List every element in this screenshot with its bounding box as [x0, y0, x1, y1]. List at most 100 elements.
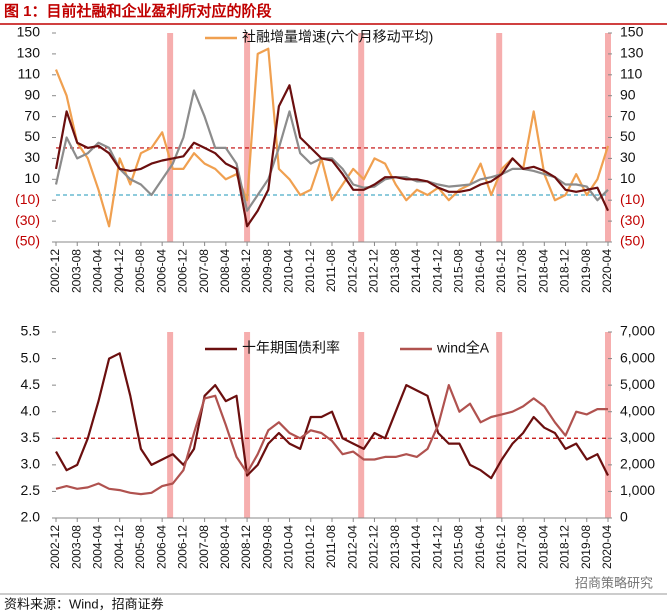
x-tick-label: 2008-04 [218, 525, 232, 569]
x-tick-label: 2015-08 [452, 525, 466, 569]
x-tick-label: 2006-12 [176, 249, 190, 293]
figure-title: 图 1：目前社融和企业盈利所对应的阶段 [4, 2, 272, 20]
legend-label: 十年期国债利率 [242, 340, 340, 356]
legend-label: wind全A [436, 340, 490, 356]
y-tick-label: 4.0 [21, 402, 41, 418]
x-tick-label: 2003-08 [69, 249, 83, 293]
shaded-period [358, 332, 365, 518]
x-tick-label: 2006-12 [176, 525, 190, 569]
y-tick-label: 70 [24, 107, 40, 123]
y2-tick-label: 150 [620, 24, 644, 40]
x-tick-label: 2008-04 [218, 249, 232, 293]
x-tick-label: 2011-08 [324, 525, 338, 568]
x-tick-label: 2009-08 [260, 525, 274, 569]
x-tick-label: 2018-04 [536, 525, 550, 569]
x-tick-label: 2020-04 [600, 525, 614, 569]
x-tick-label: 2011-08 [324, 249, 338, 292]
x-tick-label: 2007-08 [197, 249, 211, 293]
x-tick-label: 2018-12 [558, 525, 572, 569]
legend-label: 社融增量增速(六个月移动平均) [242, 29, 433, 45]
y-tick-label: 50 [24, 128, 40, 144]
y-tick-label: 110 [18, 66, 41, 82]
y-tick-label: 3.0 [21, 456, 41, 472]
x-tick-label: 2013-08 [388, 249, 402, 293]
y-tick-label: (50) [15, 233, 40, 249]
shaded-period [244, 33, 251, 242]
x-tick-label: 2014-12 [430, 249, 444, 293]
y2-tick-label: 90 [620, 86, 636, 102]
y-tick-label: 130 [17, 45, 41, 61]
x-tick-label: 2012-04 [345, 525, 359, 569]
x-tick-label: 2012-04 [345, 249, 359, 293]
y-tick-label: (30) [15, 212, 40, 228]
y2-tick-label: 50 [620, 128, 636, 144]
y-tick-label: 5.0 [21, 349, 41, 365]
y-tick-label: 3.5 [21, 429, 41, 445]
x-tick-label: 2006-04 [154, 249, 168, 293]
x-tick-label: 2006-04 [154, 525, 168, 569]
x-tick-label: 2008-12 [239, 249, 253, 293]
x-tick-label: 2020-04 [600, 249, 614, 293]
x-tick-label: 2009-08 [260, 249, 274, 293]
x-tick-label: 2019-08 [579, 249, 593, 293]
x-tick-label: 2004-12 [112, 525, 126, 569]
x-tick-label: 2010-12 [303, 525, 317, 569]
x-tick-label: 2010-12 [303, 249, 317, 293]
shaded-period [496, 332, 503, 518]
y-tick-label: 10 [24, 170, 40, 186]
x-tick-label: 2003-08 [69, 525, 83, 569]
x-tick-label: 2014-04 [409, 249, 423, 293]
x-tick-label: 2014-04 [409, 525, 423, 569]
y-tick-label: 30 [24, 149, 40, 165]
x-tick-label: 2014-12 [430, 525, 444, 569]
x-tick-label: 2008-12 [239, 525, 253, 569]
x-tick-label: 2004-04 [91, 249, 105, 293]
x-tick-label: 2016-12 [494, 525, 508, 569]
y2-tick-label: 3,000 [620, 429, 655, 445]
series-line [55, 352, 609, 480]
x-tick-label: 2004-04 [91, 525, 105, 569]
x-tick-label: 2012-12 [367, 525, 381, 569]
y2-tick-label: 4,000 [620, 402, 655, 418]
x-tick-label: 2018-04 [536, 249, 550, 293]
y-tick-label: 2.5 [21, 482, 41, 498]
x-tick-label: 2018-12 [558, 249, 572, 293]
x-tick-label: 2007-08 [197, 525, 211, 569]
x-tick-label: 2019-08 [579, 525, 593, 569]
y2-tick-label: (50) [620, 233, 645, 249]
x-tick-label: 2016-04 [473, 525, 487, 569]
x-tick-label: 2005-08 [133, 249, 147, 293]
y2-tick-label: 6,000 [620, 349, 655, 365]
y2-tick-label: 30 [620, 149, 636, 165]
y2-tick-label: (30) [620, 212, 645, 228]
shaded-period [496, 33, 503, 242]
x-tick-label: 2004-12 [112, 249, 126, 293]
x-tick-label: 2002-12 [48, 249, 62, 293]
y2-tick-label: 7,000 [620, 323, 655, 339]
y-tick-label: (10) [15, 191, 40, 207]
y-tick-label: 4.5 [21, 376, 41, 392]
y2-tick-label: (10) [620, 191, 645, 207]
y2-tick-label: 110 [620, 66, 643, 82]
x-tick-label: 2015-08 [452, 249, 466, 293]
y2-tick-label: 2,000 [620, 456, 655, 472]
x-tick-label: 2017-08 [515, 249, 529, 293]
x-tick-label: 2016-12 [494, 249, 508, 293]
y-tick-label: 90 [24, 86, 40, 102]
x-tick-label: 2010-04 [282, 249, 296, 293]
x-tick-label: 2010-04 [282, 525, 296, 569]
y2-tick-label: 5,000 [620, 376, 655, 392]
y-tick-label: 2.0 [21, 509, 41, 525]
series-line [54, 84, 609, 228]
shaded-period [167, 332, 174, 518]
source: 资料来源：Wind，招商证券 [4, 596, 164, 611]
x-tick-label: 2016-04 [473, 249, 487, 293]
shaded-period [167, 33, 174, 242]
y2-tick-label: 130 [620, 45, 644, 61]
y-tick-label: 5.5 [21, 323, 41, 339]
series-line [54, 89, 609, 212]
y2-tick-label: 1,000 [620, 482, 655, 498]
shaded-period [358, 33, 365, 242]
